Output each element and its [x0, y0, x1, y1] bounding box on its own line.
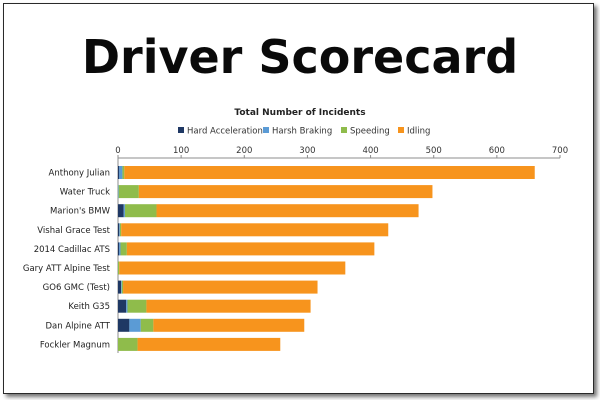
chart-title: Total Number of Incidents: [234, 108, 365, 118]
bar-segment-1-2: [118, 185, 139, 199]
legend-label-0: Hard Acceleration: [187, 127, 263, 137]
x-tick-label-7: 700: [552, 146, 568, 156]
x-tick-label-2: 200: [236, 146, 252, 156]
bar-segment-0-1: [119, 166, 123, 179]
bar-segment-2-0: [118, 204, 124, 218]
bar-segment-7-0: [118, 299, 127, 313]
bar-segment-0-2: [122, 166, 125, 179]
bar-segment-3-3: [121, 223, 389, 237]
bar-segment-2-1: [123, 204, 125, 218]
x-tick-label-6: 600: [489, 146, 505, 156]
x-tick-label-0: 0: [115, 146, 120, 156]
x-tick-label-5: 500: [426, 146, 442, 156]
x-axis: 0 100 200 300 400 500 600 700: [115, 146, 568, 353]
bar-segment-3-2: [119, 223, 122, 237]
bar-segment-4-2: [120, 242, 127, 256]
bar-segment-6-2: [121, 280, 124, 294]
category-label-6: GO6 GMC (Test): [43, 283, 110, 293]
bar-segment-8-1: [129, 318, 141, 332]
bar-segment-3-0: [118, 223, 120, 237]
bar-segment-9-3: [137, 337, 281, 351]
bar-segment-9-2: [118, 337, 138, 351]
category-label-5: Gary ATT Alpine Test: [23, 264, 111, 274]
legend-swatch-3: [398, 127, 404, 133]
legend-label-1: Harsh Braking: [272, 127, 332, 137]
bar-segment-8-0: [118, 318, 130, 332]
bar-segment-6-3: [123, 280, 318, 294]
bar-segment-7-2: [127, 299, 147, 313]
x-tick-label-1: 100: [173, 146, 189, 156]
bar-segment-0-0: [118, 166, 120, 179]
bar-segment-2-3: [156, 204, 419, 218]
bar-segment-4-1: [119, 242, 121, 256]
category-label-9: Fockler Magnum: [40, 340, 110, 350]
bar-segment-5-2: [118, 261, 120, 275]
bar-segment-3-1: [119, 223, 120, 237]
bar-segment-1-1: [118, 185, 119, 199]
legend-swatch-0: [178, 127, 184, 133]
page-headline: Driver Scorecard: [81, 30, 519, 84]
bar-segment-6-0: [118, 280, 122, 294]
bar-segments: [118, 166, 535, 351]
legend-label-3: Idling: [407, 127, 430, 137]
chart-legend: Hard Acceleration Harsh Braking Speeding Id…: [178, 127, 430, 137]
category-labels: Anthony Julian Water Truck Marion's BMW Vis…: [23, 169, 111, 351]
category-label-1: Water Truck: [60, 188, 110, 198]
category-label-3: Vishal Grace Test: [37, 226, 110, 236]
category-label-0: Anthony Julian: [49, 169, 110, 179]
legend-swatch-1: [263, 127, 269, 133]
category-label-8: Dan Alpine ATT: [46, 321, 111, 331]
bar-segment-8-3: [153, 318, 305, 332]
category-label-7: Keith G35: [68, 302, 110, 312]
bar-segment-6-1: [121, 280, 122, 294]
bar-segment-1-3: [138, 185, 433, 199]
bar-segment-0-3: [124, 166, 535, 179]
bar-segment-2-2: [124, 204, 157, 218]
bar-segment-4-0: [118, 242, 120, 256]
bar-segment-8-2: [140, 318, 154, 332]
bar-segment-7-3: [146, 299, 311, 313]
legend-swatch-2: [341, 127, 347, 133]
category-label-4: 2014 Cadillac ATS: [34, 245, 110, 255]
legend-label-2: Speeding: [350, 127, 390, 137]
bar-segment-7-1: [126, 299, 128, 313]
category-label-2: Marion's BMW: [50, 207, 111, 217]
bar-segment-4-3: [126, 242, 375, 256]
bar-segment-5-3: [119, 261, 346, 275]
x-tick-label-3: 300: [299, 146, 315, 156]
x-tick-label-4: 400: [362, 146, 378, 156]
